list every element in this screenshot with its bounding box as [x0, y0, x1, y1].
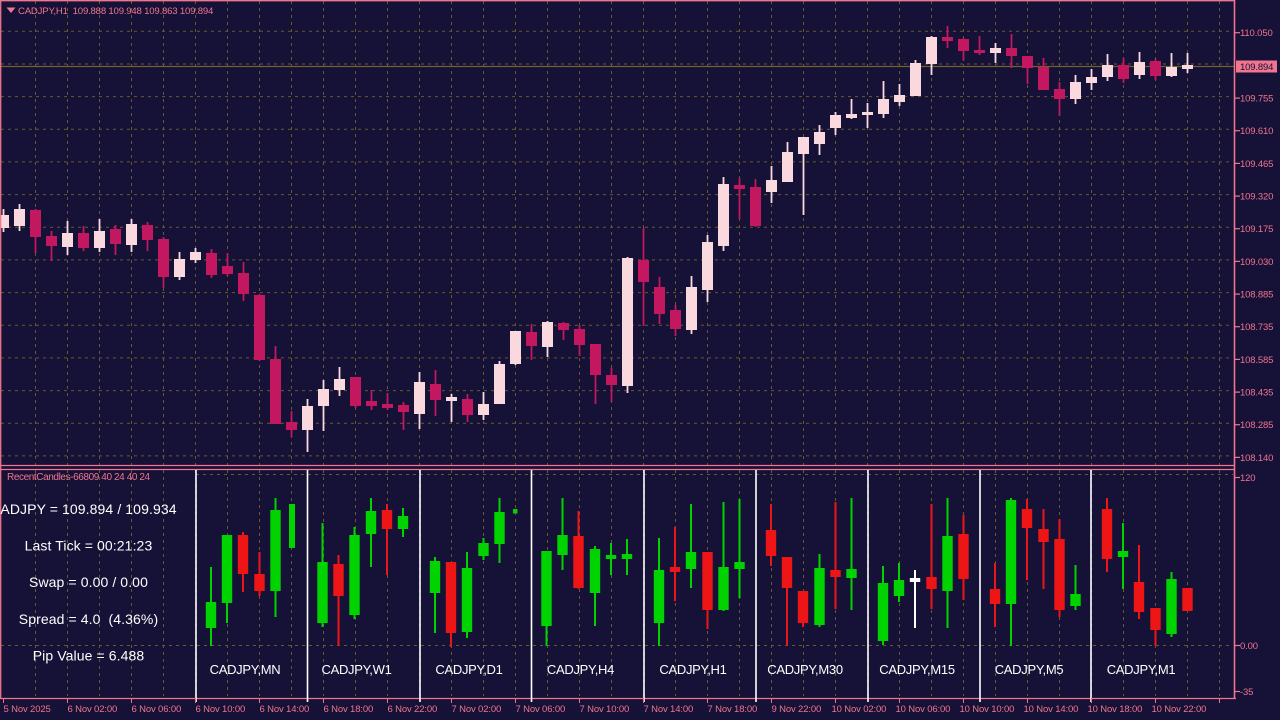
svg-text:109.175: 109.175: [1240, 224, 1273, 235]
svg-text:108.585: 108.585: [1240, 355, 1273, 366]
svg-text:7 Nov 10:00: 7 Nov 10:00: [580, 704, 630, 715]
svg-text:RecentCandles-66809 40 24 40 2: RecentCandles-66809 40 24 40 24: [7, 472, 151, 483]
svg-text:ADJPY = 109.894 / 109.934: ADJPY = 109.894 / 109.934: [0, 501, 176, 517]
svg-text:Spread = 4.0 (4.36%): Spread = 4.0 (4.36%): [19, 611, 158, 627]
svg-text:6 Nov 22:00: 6 Nov 22:00: [388, 704, 438, 715]
svg-text:CADJPY,MN: CADJPY,MN: [210, 662, 281, 677]
svg-text:0.00: 0.00: [1240, 641, 1258, 652]
svg-text:120: 120: [1240, 473, 1255, 484]
svg-text:10 Nov 18:00: 10 Nov 18:00: [1088, 704, 1143, 715]
svg-text:-35: -35: [1240, 687, 1253, 698]
svg-text:109.465: 109.465: [1240, 159, 1273, 170]
svg-text:109.755: 109.755: [1240, 94, 1273, 105]
svg-text:7 Nov 14:00: 7 Nov 14:00: [644, 704, 694, 715]
svg-text:108.285: 108.285: [1240, 420, 1273, 431]
svg-text:Last Tick = 00:21:23: Last Tick = 00:21:23: [25, 538, 153, 554]
svg-text:CADJPY,W1: CADJPY,W1: [321, 662, 391, 677]
svg-text:CADJPY,H1: CADJPY,H1: [659, 662, 726, 677]
svg-text:6 Nov 02:00: 6 Nov 02:00: [68, 704, 118, 715]
svg-text:10 Nov 10:00: 10 Nov 10:00: [960, 704, 1015, 715]
svg-text:5 Nov 2025: 5 Nov 2025: [4, 704, 51, 715]
svg-text:108.735: 108.735: [1240, 322, 1273, 333]
svg-text:108.140: 108.140: [1240, 453, 1273, 464]
svg-text:6 Nov 06:00: 6 Nov 06:00: [132, 704, 182, 715]
svg-text:9 Nov 22:00: 9 Nov 22:00: [772, 704, 822, 715]
svg-text:6 Nov 18:00: 6 Nov 18:00: [324, 704, 374, 715]
svg-text:6 Nov 14:00: 6 Nov 14:00: [260, 704, 310, 715]
svg-text:7 Nov 06:00: 7 Nov 06:00: [516, 704, 566, 715]
svg-text:109.610: 109.610: [1240, 126, 1273, 137]
svg-text:10 Nov 22:00: 10 Nov 22:00: [1152, 704, 1207, 715]
svg-text:10 Nov 14:00: 10 Nov 14:00: [1024, 704, 1079, 715]
svg-text:7 Nov 18:00: 7 Nov 18:00: [708, 704, 758, 715]
svg-text:CADJPY,M5: CADJPY,M5: [995, 662, 1064, 677]
svg-text:108.885: 108.885: [1240, 290, 1273, 301]
svg-text:CADJPY,M1: CADJPY,M1: [1107, 662, 1176, 677]
svg-text:109.894: 109.894: [1240, 62, 1273, 73]
svg-text:CADJPY,M30: CADJPY,M30: [767, 662, 843, 677]
svg-text:110.050: 110.050: [1240, 28, 1273, 39]
svg-text:109.320: 109.320: [1240, 192, 1273, 203]
svg-text:108.435: 108.435: [1240, 388, 1273, 399]
svg-text:CADJPY,H1 109.888 109.948 109: CADJPY,H1 109.888 109.948 109.863 109.89…: [18, 6, 214, 17]
svg-text:Swap = 0.00 / 0.00: Swap = 0.00 / 0.00: [29, 574, 148, 590]
svg-text:10 Nov 06:00: 10 Nov 06:00: [896, 704, 951, 715]
svg-text:CADJPY,M15: CADJPY,M15: [879, 662, 955, 677]
svg-text:CADJPY,H4: CADJPY,H4: [547, 662, 614, 677]
svg-text:Pip Value = 6.488: Pip Value = 6.488: [33, 647, 145, 663]
svg-text:109.030: 109.030: [1240, 257, 1273, 268]
svg-text:CADJPY,D1: CADJPY,D1: [435, 662, 502, 677]
svg-text:7 Nov 02:00: 7 Nov 02:00: [452, 704, 502, 715]
svg-text:10 Nov 02:00: 10 Nov 02:00: [832, 704, 887, 715]
svg-text:6 Nov 10:00: 6 Nov 10:00: [196, 704, 246, 715]
